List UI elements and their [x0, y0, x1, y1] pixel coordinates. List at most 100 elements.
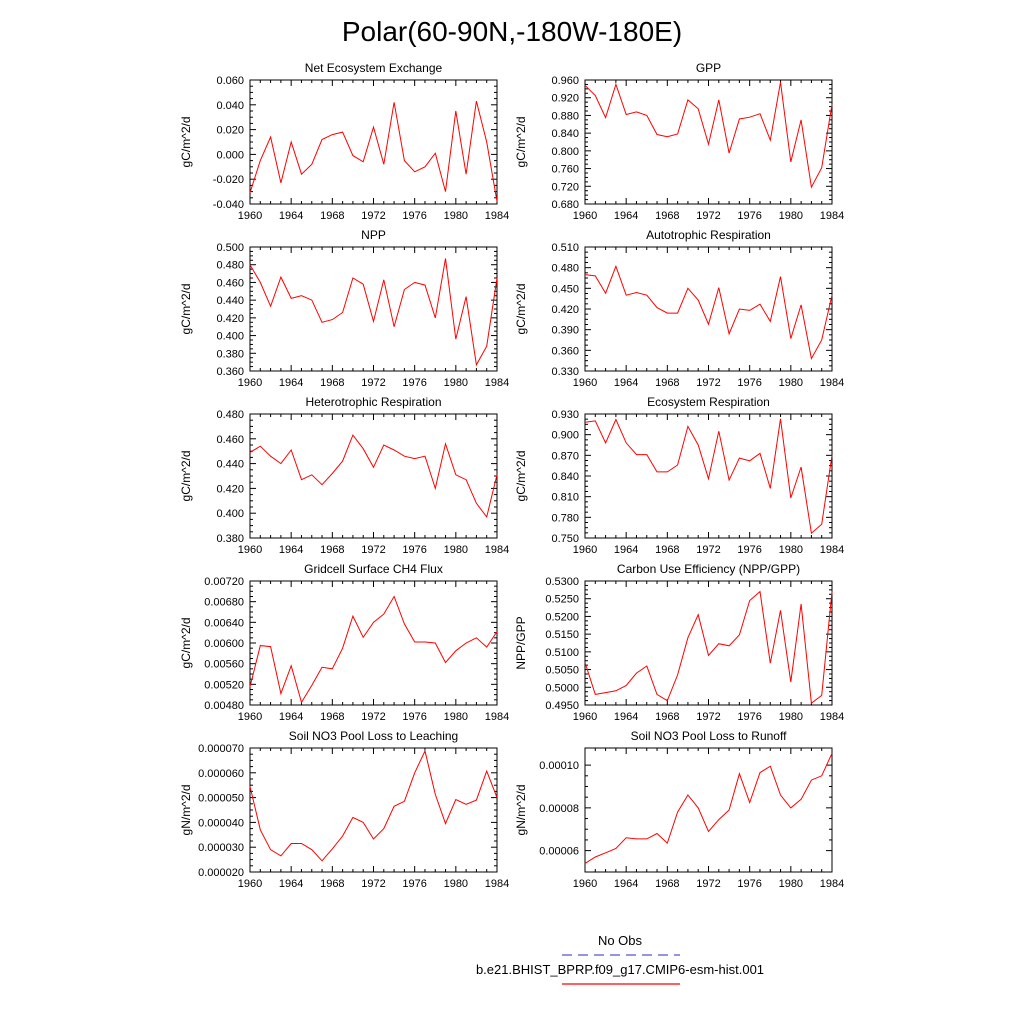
x-tick-label: 1964	[279, 711, 303, 723]
x-tick-label: 1984	[820, 878, 844, 890]
y-tick-label: 0.930	[551, 409, 579, 421]
y-tick-label: 0.000040	[198, 817, 244, 829]
x-tick-label: 1968	[655, 377, 679, 389]
series-line	[584, 590, 833, 705]
y-tick-label: 0.390	[551, 325, 579, 337]
y-tick-label: 0.420	[216, 483, 244, 495]
x-tick-label: 1960	[238, 544, 262, 556]
x-tick-label: 1964	[614, 711, 638, 723]
y-tick-label: 0.400	[216, 508, 244, 520]
y-tick-label: 0.510	[551, 242, 579, 254]
y-tick-label: 0.380	[216, 533, 244, 545]
x-tick-label: 1968	[655, 878, 679, 890]
series-line	[584, 753, 833, 864]
y-tick-label: 0.460	[216, 434, 244, 446]
y-tick-label: 0.460	[216, 277, 244, 289]
x-tick-label: 1972	[696, 544, 720, 556]
panel-soil-no3-pool-loss-to-runoff: Soil NO3 Pool Loss to Runoff gN/m^2/d 1960…	[514, 729, 844, 890]
y-tick-label: 0.880	[551, 110, 579, 122]
plot-frame	[249, 747, 498, 873]
x-tick-label: 1968	[320, 878, 344, 890]
y-tick-label: 0.720	[551, 181, 579, 193]
plot-frame	[249, 580, 498, 706]
plot-frame	[584, 580, 833, 706]
series-line	[249, 595, 498, 704]
legend: No Obs b.e21.BHIST_BPRP.f09_g17.CMIP6-es…	[476, 933, 764, 985]
y-tick-label: 0.000	[216, 149, 244, 161]
x-tick-label: 1976	[737, 377, 761, 389]
x-tick-label: 1980	[779, 210, 803, 222]
series-line	[584, 82, 833, 189]
x-tick-label: 1984	[485, 544, 509, 556]
y-tick-label: 0.00520	[204, 679, 244, 691]
panel-title: Carbon Use Efficiency (NPP/GPP)	[617, 562, 800, 576]
x-tick-label: 1980	[779, 711, 803, 723]
x-tick-label: 1972	[361, 544, 385, 556]
panel-npp: NPP gC/m^2/d 1960 1964 1968 1972 1976 1980 1984 0…	[179, 228, 509, 389]
panel-gridcell-surface-ch4-flux: Gridcell Surface CH4 Flux gC/m^2/d 1960 196…	[179, 562, 509, 723]
x-tick-label: 1976	[402, 878, 426, 890]
y-tick-label: 0.00680	[204, 597, 244, 609]
y-tick-label: 0.840	[551, 128, 579, 140]
x-tick-label: 1984	[485, 210, 509, 222]
y-tick-label: 0.960	[551, 75, 579, 87]
y-tick-label: 0.420	[216, 313, 244, 325]
series-line	[249, 749, 498, 862]
panel-autotrophic-respiration: Autotrophic Respiration gC/m^2/d 1960 1964 1…	[514, 228, 844, 389]
y-tick-label: 0.5050	[545, 665, 579, 677]
y-tick-label: 0.00006	[539, 846, 579, 858]
y-tick-label: 0.00600	[204, 638, 244, 650]
y-tick-label: 0.5100	[545, 647, 579, 659]
x-tick-label: 1972	[696, 711, 720, 723]
x-tick-label: 1976	[402, 711, 426, 723]
x-tick-label: 1960	[573, 878, 597, 890]
panel-gpp: GPP gC/m^2/d 1960 1964 1968 1972 1976 1980 1984 0…	[514, 61, 844, 222]
x-tick-label: 1968	[655, 210, 679, 222]
x-tick-label: 1980	[779, 377, 803, 389]
y-tick-label: 0.4950	[545, 700, 579, 712]
panel-title: Heterotrophic Respiration	[305, 395, 441, 409]
y-tick-label: 0.750	[551, 533, 579, 545]
panel-title: Soil NO3 Pool Loss to Leaching	[289, 729, 458, 743]
x-tick-label: 1964	[614, 210, 638, 222]
y-tick-label: 0.760	[551, 164, 579, 176]
y-tick-label: 0.5200	[545, 611, 579, 623]
x-tick-label: 1976	[737, 711, 761, 723]
panel-title: Autotrophic Respiration	[646, 228, 771, 242]
y-tick-label: 0.00720	[204, 576, 244, 588]
x-tick-label: 1976	[737, 210, 761, 222]
x-tick-label: 1984	[485, 711, 509, 723]
x-tick-label: 1960	[238, 711, 262, 723]
x-tick-label: 1972	[696, 210, 720, 222]
y-tick-label: 0.900	[551, 430, 579, 442]
x-tick-label: 1980	[444, 878, 468, 890]
x-tick-label: 1984	[820, 544, 844, 556]
y-axis-label: gC/m^2/d	[514, 117, 528, 168]
y-tick-label: 0.5250	[545, 594, 579, 606]
figure-title: Polar(60-90N,-180W-180E)	[342, 16, 682, 47]
x-tick-label: 1976	[737, 878, 761, 890]
x-tick-label: 1984	[485, 878, 509, 890]
y-tick-label: 0.00640	[204, 617, 244, 629]
y-tick-label: 0.5300	[545, 576, 579, 588]
x-tick-label: 1968	[320, 544, 344, 556]
x-tick-label: 1960	[573, 544, 597, 556]
x-tick-label: 1972	[361, 377, 385, 389]
x-tick-label: 1980	[779, 878, 803, 890]
plot-frame	[249, 413, 498, 539]
panel-title: Soil NO3 Pool Loss to Runoff	[631, 729, 788, 743]
y-tick-label: 0.360	[216, 366, 244, 378]
x-tick-label: 1972	[361, 210, 385, 222]
x-tick-label: 1960	[573, 210, 597, 222]
y-tick-label: 0.000020	[198, 867, 244, 879]
y-tick-label: 0.330	[551, 366, 579, 378]
plot-frame	[249, 246, 498, 372]
y-tick-label: 0.00010	[539, 760, 579, 772]
y-tick-label: 0.040	[216, 100, 244, 112]
x-tick-label: 1976	[737, 544, 761, 556]
y-tick-label: 0.450	[551, 283, 579, 295]
y-tick-label: 0.000060	[198, 768, 244, 780]
y-tick-label: 0.810	[551, 492, 579, 504]
y-axis-label: gC/m^2/d	[179, 618, 193, 669]
x-tick-label: 1960	[573, 711, 597, 723]
